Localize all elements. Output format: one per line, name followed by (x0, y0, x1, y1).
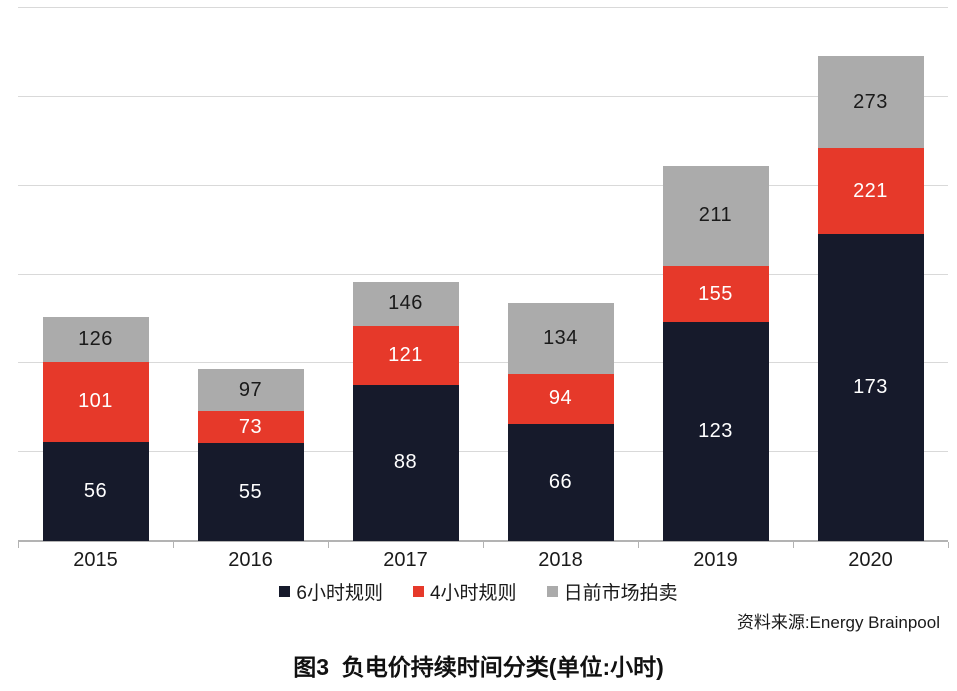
legend-item: 4小时规则 (412, 578, 517, 605)
bar-value-label: 88 (393, 451, 418, 474)
axis-tick (638, 542, 639, 548)
bar-value-label: 211 (698, 204, 733, 227)
axis-tick (173, 542, 174, 548)
gridline (18, 362, 948, 364)
bar-value-label: 101 (78, 390, 113, 413)
x-axis-label: 2020 (848, 549, 893, 571)
bar-segment: 273 (817, 55, 924, 149)
x-axis-label: 2015 (73, 549, 118, 571)
bar-value-label: 134 (543, 326, 578, 349)
gridline (18, 184, 948, 186)
bar-value-label: 146 (388, 292, 423, 315)
bar-segment: 173 (817, 233, 924, 541)
bar-segment: 221 (817, 148, 924, 234)
bar-2015: 56 101 126 (42, 317, 149, 541)
bar-2019: 123 155 211 (662, 166, 769, 541)
axis-tick (18, 542, 19, 548)
bar-2016: 55 73 97 (197, 368, 304, 541)
legend-label: 6小时规则 (296, 582, 383, 604)
bar-value-label: 56 (83, 479, 108, 502)
legend-item: 日前市场拍卖 (546, 578, 678, 605)
x-axis-label: 2016 (228, 549, 273, 571)
bar-value-label: 155 (698, 282, 733, 305)
bar-segment: 66 (507, 423, 614, 541)
bar-value-label: 73 (238, 415, 263, 438)
gridline (18, 7, 948, 8)
axis-tick (948, 542, 949, 548)
bar-segment: 97 (197, 368, 304, 412)
bar-segment: 55 (197, 443, 304, 541)
axis-tick (793, 542, 794, 548)
bar-2018: 66 94 134 (507, 302, 614, 541)
bar-segment: 126 (42, 317, 149, 362)
bar-segment: 121 (352, 326, 459, 385)
legend: 6小时规则 4小时规则 日前市场拍卖 (0, 578, 957, 605)
bar-value-label: 273 (853, 90, 888, 113)
bar-value-label: 66 (548, 470, 573, 493)
source-note: 资料来源:Energy Brainpool (736, 613, 940, 632)
bar-value-label: 121 (388, 343, 423, 366)
bar-value-label: 97 (238, 378, 263, 401)
plot-area: 56 101 126 55 73 97 88 121 146 66 94 134 123 155 211 17… (18, 7, 949, 548)
legend-label: 4小时规则 (429, 582, 517, 604)
bar-segment: 146 (352, 281, 459, 327)
bar-value-label: 55 (238, 480, 263, 503)
legend-swatch-icon (546, 585, 558, 597)
bar-value-label: 123 (698, 420, 733, 443)
bar-value-label: 173 (853, 375, 888, 398)
x-axis: 2015 2016 2017 2018 2019 2020 (18, 549, 948, 575)
bar-segment: 56 (42, 441, 149, 541)
gridline (18, 273, 948, 275)
bar-segment: 101 (42, 361, 149, 442)
bar-value-label: 94 (548, 387, 573, 410)
gridline (18, 95, 948, 97)
bar-value-label: 221 (853, 179, 888, 202)
gridline (18, 451, 948, 453)
bar-segment: 73 (197, 411, 304, 444)
legend-label: 日前市场拍卖 (563, 582, 678, 604)
bar-segment: 155 (662, 265, 769, 323)
bar-value-label: 126 (78, 327, 113, 350)
bar-segment: 211 (662, 166, 769, 266)
bar-segment: 94 (507, 374, 614, 424)
x-axis-label: 2019 (693, 549, 738, 571)
bar-2020: 173 221 273 (817, 55, 924, 541)
figure-caption: 图3 负电价持续时间分类(单位:小时) (293, 654, 664, 680)
bar-2017: 88 121 146 (352, 281, 459, 541)
x-axis-label: 2017 (383, 549, 428, 571)
x-axis-line (18, 540, 948, 542)
x-axis-label: 2018 (538, 549, 583, 571)
bar-segment: 123 (662, 322, 769, 541)
legend-swatch-icon (279, 585, 291, 597)
axis-tick (328, 542, 329, 548)
bar-segment: 88 (352, 384, 459, 541)
axis-tick (483, 542, 484, 548)
bar-segment: 134 (507, 302, 614, 374)
legend-item: 6小时规则 (279, 578, 383, 605)
legend-swatch-icon (412, 585, 424, 597)
